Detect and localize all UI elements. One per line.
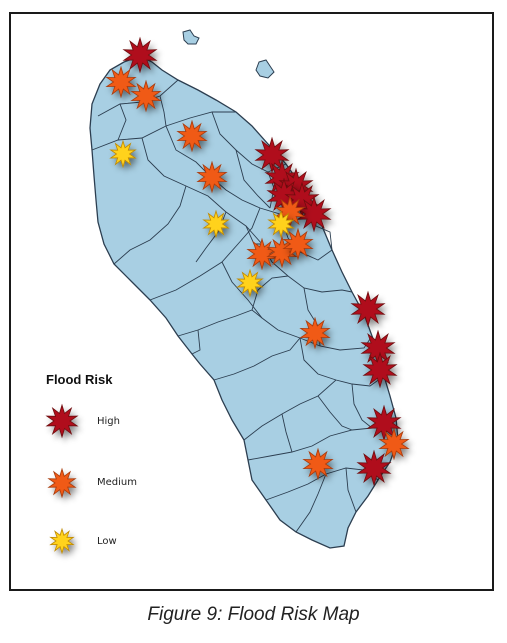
legend-label-medium: Medium — [97, 477, 137, 488]
medium-risk-star-icon — [302, 447, 334, 481]
high-risk-star-icon — [362, 351, 398, 389]
medium-risk-star-icon — [196, 160, 228, 194]
figure-caption: Figure 9: Flood Risk Map — [147, 604, 360, 625]
district-boundaries — [91, 79, 397, 533]
low-risk-star-icon — [202, 209, 230, 239]
medium-risk-star-icon — [105, 65, 137, 99]
state-outline — [89, 55, 399, 549]
legend-title: Flood Risk — [46, 372, 113, 387]
medium-risk-star-icon — [130, 79, 162, 113]
high-risk-star-icon — [350, 290, 386, 328]
high-risk-star-icon — [122, 36, 158, 74]
high-risk-star-icon — [296, 195, 332, 233]
legend-icons — [45, 403, 79, 555]
low-risk-star-icon — [267, 209, 295, 239]
island — [255, 59, 275, 79]
high-risk-star-icon — [45, 403, 79, 439]
high-risk-star-icon — [356, 449, 392, 487]
medium-risk-star-icon — [378, 427, 410, 461]
medium-risk-star-icon — [299, 316, 331, 350]
high-risk-star-icon — [254, 136, 290, 174]
low-risk-star-icon — [236, 268, 264, 298]
low-risk-star-icon — [49, 527, 75, 555]
legend-label-high: High — [97, 416, 120, 427]
low-risk-star-icon — [109, 139, 137, 169]
risk-markers — [105, 36, 410, 487]
island — [182, 29, 200, 45]
medium-risk-star-icon — [176, 119, 208, 153]
legend-label-low: Low — [97, 536, 117, 547]
medium-risk-star-icon — [47, 467, 77, 499]
medium-risk-star-icon — [282, 227, 314, 261]
